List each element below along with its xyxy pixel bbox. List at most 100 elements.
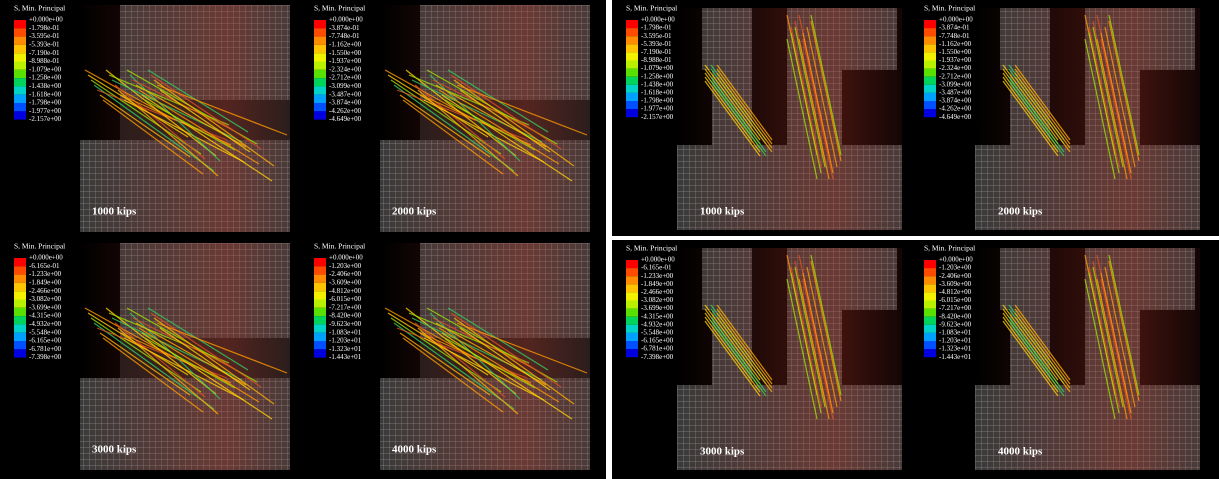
legend-title: S, Min. Principal xyxy=(14,242,65,251)
legend-label: -1.438e+00 xyxy=(641,80,674,88)
legend-label: -3.082e+00 xyxy=(29,295,62,303)
legend-swatch xyxy=(314,45,326,53)
legend-label: -1.083e+01 xyxy=(939,329,972,337)
legend-label: -3.699e+00 xyxy=(29,303,62,311)
legend-swatch xyxy=(314,62,326,70)
legend-swatch xyxy=(626,36,638,44)
legend-label: +0.000e+00 xyxy=(939,256,973,264)
divider xyxy=(606,0,612,479)
legend-swatch xyxy=(14,111,26,119)
legend-label: +0.000e+00 xyxy=(29,16,63,24)
legend-label: -3.082e+00 xyxy=(641,296,674,304)
legend-swatch xyxy=(14,291,26,299)
legend-swatch xyxy=(626,109,638,117)
legend-swatch xyxy=(626,309,638,317)
legend-swatch xyxy=(14,103,26,111)
legend-label: -4.262e+00 xyxy=(329,107,362,115)
legend-swatch xyxy=(14,45,26,53)
legend-swatch xyxy=(314,324,326,332)
load-label: 4000 kips xyxy=(392,444,437,456)
legend-label: -3.099e+00 xyxy=(329,82,362,90)
legend-label: -1.798e+00 xyxy=(641,97,674,105)
legend-swatch xyxy=(626,260,638,268)
legend-swatch xyxy=(314,266,326,274)
legend-label: -5.548e+00 xyxy=(29,328,62,336)
page: {"panels": [ {"legend_title": "S, Min. P… xyxy=(0,0,1219,479)
legend-swatch xyxy=(14,70,26,78)
legend-label: -2.466e+00 xyxy=(29,287,62,295)
legend-swatch xyxy=(314,300,326,308)
legend-swatch xyxy=(314,70,326,78)
legend-label: -3.487e+00 xyxy=(329,90,362,98)
legend-label: -1.083e+01 xyxy=(329,328,362,336)
legend-swatch xyxy=(626,101,638,109)
legend-label: -1.258e+00 xyxy=(29,74,62,82)
legend-label: -8.420e+00 xyxy=(329,312,362,320)
legend-swatch xyxy=(14,28,26,36)
legend-swatch xyxy=(626,341,638,349)
legend-label: -1.203e+00 xyxy=(939,264,972,272)
legend-swatch xyxy=(626,292,638,300)
legend-swatch xyxy=(14,95,26,103)
legend-label: -4.932e+00 xyxy=(641,320,674,328)
legend-label: -1.258e+00 xyxy=(641,72,674,80)
legend-swatch xyxy=(924,20,936,28)
legend-swatch xyxy=(14,53,26,61)
legend-label: -4.262e+00 xyxy=(939,105,972,113)
legend-label: -3.099e+00 xyxy=(939,80,972,88)
legend-label: -7.748e-01 xyxy=(329,32,360,40)
legend-label: -7.190e-01 xyxy=(641,48,672,56)
legend-swatch xyxy=(314,20,326,28)
legend-swatch xyxy=(314,316,326,324)
legend-label: -3.609e+00 xyxy=(939,280,972,288)
divider xyxy=(612,236,1219,240)
legend-label: -1.233e+00 xyxy=(641,272,674,280)
legend-swatch xyxy=(314,341,326,349)
legend-label: -3.595e-01 xyxy=(29,32,60,40)
legend-label: -3.595e-01 xyxy=(641,32,672,40)
legend-label: -3.609e+00 xyxy=(329,279,362,287)
legend-swatch xyxy=(924,268,936,276)
legend-swatch xyxy=(14,341,26,349)
legend-swatch xyxy=(626,276,638,284)
legend-label: -1.550e+00 xyxy=(329,49,362,57)
legend-swatch xyxy=(924,292,936,300)
legend-swatch xyxy=(314,283,326,291)
legend-label: -1.798e+00 xyxy=(29,99,62,107)
legend-label: -1.798e-01 xyxy=(29,24,60,32)
tint xyxy=(975,8,1200,230)
legend-swatch xyxy=(924,69,936,77)
legend-label: -4.812e+00 xyxy=(939,288,972,296)
legend-label: -1.618e+00 xyxy=(29,90,62,98)
legend-label: -5.393e-01 xyxy=(641,40,672,48)
legend-swatch xyxy=(314,258,326,266)
legend-label: -7.748e-01 xyxy=(939,32,970,40)
legend-label: -6.015e+00 xyxy=(329,295,362,303)
legend-label: -1.977e+00 xyxy=(641,105,674,113)
legend-swatch xyxy=(314,349,326,357)
legend-label: -1.323e+01 xyxy=(329,345,362,353)
legend-label: -1.937e+00 xyxy=(329,57,362,65)
legend-label: -6.165e+00 xyxy=(29,337,62,345)
legend-label: -3.699e+00 xyxy=(641,304,674,312)
legend-swatch xyxy=(314,53,326,61)
legend-label: -4.315e+00 xyxy=(641,312,674,320)
legend-swatch xyxy=(14,266,26,274)
legend-swatch xyxy=(14,20,26,28)
legend-label: -1.798e-01 xyxy=(641,24,672,32)
legend-label: -1.618e+00 xyxy=(641,89,674,97)
legend-swatch xyxy=(14,316,26,324)
legend-swatch xyxy=(626,317,638,325)
legend-swatch xyxy=(14,300,26,308)
legend-label: +0.000e+00 xyxy=(329,16,363,24)
legend-swatch xyxy=(924,36,936,44)
legend-swatch xyxy=(924,77,936,85)
legend-swatch xyxy=(14,324,26,332)
legend-swatch xyxy=(924,260,936,268)
legend-label: -1.443e+01 xyxy=(939,353,972,361)
legend-swatch xyxy=(626,85,638,93)
legend-swatch xyxy=(314,28,326,36)
load-label: 2000 kips xyxy=(392,206,437,218)
legend-label: -4.812e+00 xyxy=(329,287,362,295)
legend-label: -3.874e-01 xyxy=(329,24,360,32)
